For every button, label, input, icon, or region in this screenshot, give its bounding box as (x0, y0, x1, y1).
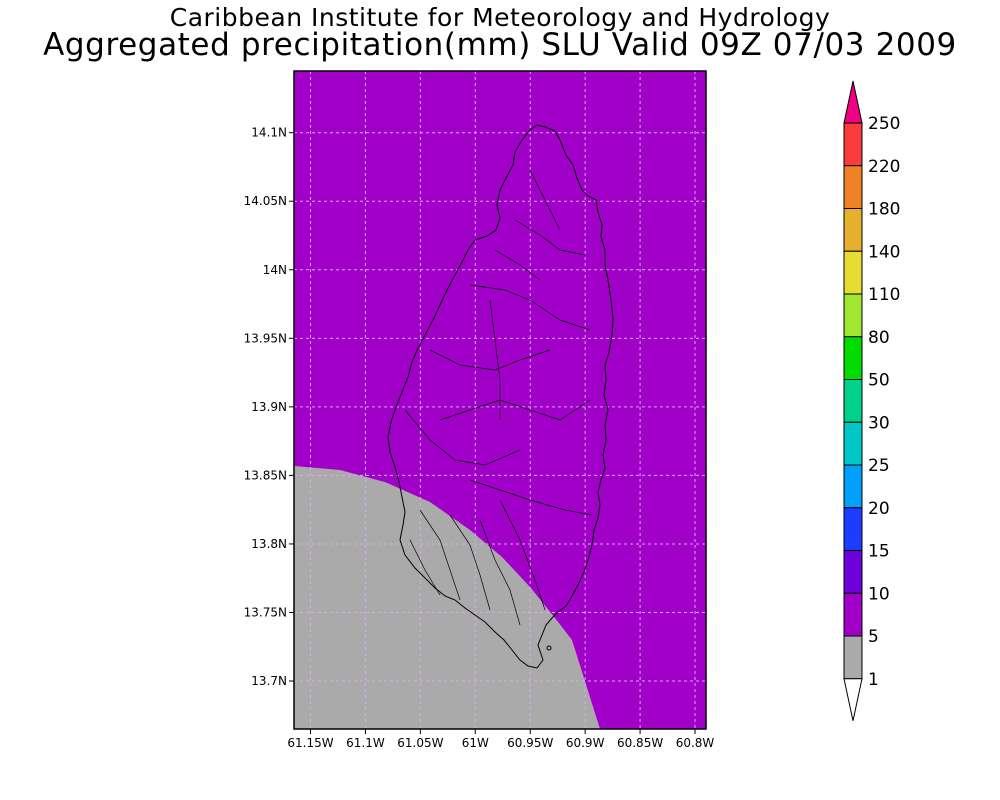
colorbar-segment (843, 336, 863, 380)
lat-tick-label: 13.9N (251, 400, 287, 414)
latitude-axis: 14.1N 14.05N 14N 13.95N 13.9N 13.85N 13.8N 13.7… (244, 126, 294, 688)
colorbar-segment (843, 421, 863, 466)
title-product: Aggregated precipitation(mm) SLU Valid 0… (43, 27, 957, 63)
colorbar-segment (843, 507, 863, 551)
longitude-axis: 61.15W 61.1W 61.05W 61W 60.95W 60.9W 60.85W 60.… (287, 729, 714, 750)
lon-tick-label: 60.9W (566, 736, 605, 750)
lat-tick-label: 13.85N (244, 468, 287, 482)
colorbar-level-label: 140 (868, 242, 900, 262)
colorbar-segment (843, 250, 863, 295)
colorbar-segment (843, 464, 863, 509)
lon-tick-label: 60.85W (617, 736, 663, 750)
colorbar-segment (843, 592, 863, 637)
colorbar-level-label: 25 (868, 456, 890, 476)
colorbar-segment (843, 379, 863, 423)
lon-tick-label: 61.1W (346, 736, 385, 750)
colorbar-level-label: 1 (868, 670, 879, 690)
colorbar-level-label: 20 (868, 499, 890, 519)
lon-tick-label: 60.8W (676, 736, 715, 750)
colorbar-level-label: 180 (868, 200, 900, 220)
colorbar-level-label: 10 (868, 584, 890, 604)
lon-tick-label: 60.95W (507, 736, 553, 750)
colorbar-level-label: 220 (868, 157, 900, 177)
lon-tick-label: 61.05W (397, 736, 443, 750)
map-frame (293, 70, 707, 730)
colorbar-level-label: 250 (868, 114, 900, 134)
colorbar-segment (843, 293, 863, 338)
title-institute: Caribbean Institute for Meteorology and … (169, 3, 831, 32)
graticule-grid (294, 71, 706, 729)
lat-tick-label: 14N (263, 263, 287, 277)
lon-tick-label: 61W (462, 736, 489, 750)
island-rivers (404, 169, 593, 626)
colorbar-segment (843, 208, 863, 252)
map-plot-area (294, 71, 706, 729)
lat-tick-label: 13.75N (244, 605, 287, 619)
colorbar-segment (843, 635, 863, 680)
colorbar-level-label: 80 (868, 328, 890, 348)
colorbar-level-label: 50 (868, 371, 890, 391)
colorbar-segment (843, 165, 863, 209)
lat-tick-label: 13.7N (251, 674, 287, 688)
lat-tick-label: 13.8N (251, 537, 287, 551)
island-outline (387, 124, 614, 669)
colorbar-level-label: 30 (868, 413, 890, 433)
lon-tick-label: 61.15W (287, 736, 333, 750)
colorbar-level-label: 5 (868, 627, 879, 647)
colorbar-segment (843, 122, 863, 167)
colorbar-level-label: 15 (868, 542, 890, 562)
lat-tick-label: 13.95N (244, 331, 287, 345)
islet (546, 645, 552, 651)
colorbar-bottom-arrow (843, 678, 863, 721)
lat-tick-label: 14.05N (244, 194, 287, 208)
colorbar-top-arrow (843, 80, 863, 124)
lat-tick-label: 14.1N (251, 126, 287, 140)
colorbar-level-label: 110 (868, 285, 900, 305)
colorbar-segment (843, 550, 863, 594)
saint-lucia-coastline (387, 124, 614, 669)
